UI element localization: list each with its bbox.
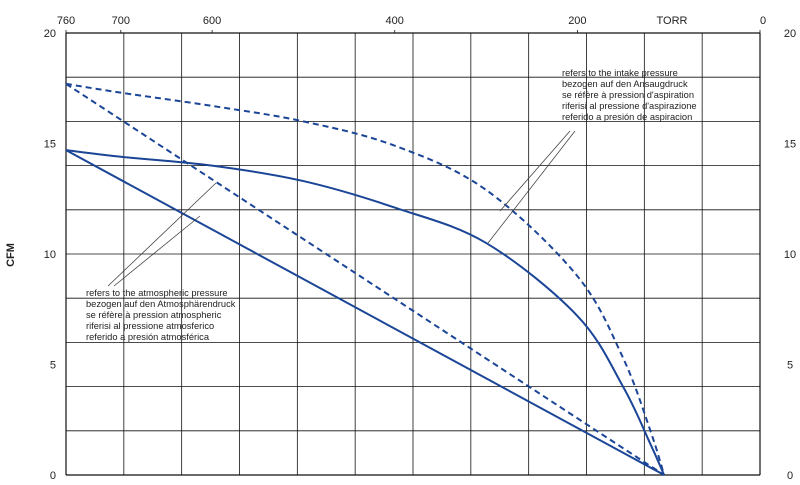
leader-line-atmospheric: [113, 215, 201, 287]
y-tick-label-left: 5: [50, 360, 56, 372]
annotation-atmospheric-line: referido a presión atmosférica: [86, 332, 210, 342]
annotation-atmospheric-line: se réfère à pression atmospheric: [86, 310, 222, 320]
x-tick-label-top: 200: [568, 15, 586, 27]
series-line-atmospheric-dashed: [65, 82, 665, 476]
x-tick-label-top: 400: [386, 15, 404, 27]
top-axis-unit-label: TORR: [657, 15, 688, 27]
annotation-atmospheric-line: refers to the atmospheric pressure: [86, 288, 228, 298]
y-axis-title: CFM: [5, 243, 17, 267]
x-tick-label-top: 700: [112, 15, 130, 27]
leader-line-atmospheric: [107, 182, 217, 287]
annotation-atmospheric-line: riferisi al pressione atmosferico: [86, 321, 214, 331]
leader-line-intake: [487, 130, 576, 244]
annotation-intake-line: bezogen auf den Ansaugdruck: [562, 79, 688, 89]
y-tick-label-left: 20: [44, 28, 56, 40]
series-line-intake-solid: [65, 149, 666, 476]
x-tick-label-top: 0: [760, 15, 766, 27]
y-tick-label-left: 0: [50, 470, 56, 482]
annotation-atmospheric-line: bezogen auf den Atmosphärendruck: [86, 299, 236, 309]
y-tick-label-right: 15: [784, 139, 796, 151]
series-line-intake-dashed: [65, 82, 666, 476]
y-tick-label-right: 0: [787, 470, 793, 482]
y-tick-label-left: 10: [44, 249, 56, 261]
y-tick-label-right: 5: [787, 360, 793, 372]
series-group: [65, 82, 666, 476]
annotation-intake-line: refers to the intake pressure: [562, 68, 678, 78]
y-tick-label-right: 20: [784, 28, 796, 40]
leader-line-intake: [499, 130, 571, 212]
series-line-atmospheric-solid: [65, 149, 665, 476]
annotation-intake-line: riferisi al pressione d'aspirazione: [562, 101, 697, 111]
x-tick-label-top: 600: [203, 15, 221, 27]
y-tick-label-left: 15: [44, 139, 56, 151]
annotation-intake-line: referido a presión de aspiracion: [562, 112, 692, 122]
x-tick-label-top: 760: [57, 15, 75, 27]
y-tick-label-right: 10: [784, 249, 796, 261]
annotation-intake-line: se réfère à pression d'aspiration: [562, 90, 694, 100]
